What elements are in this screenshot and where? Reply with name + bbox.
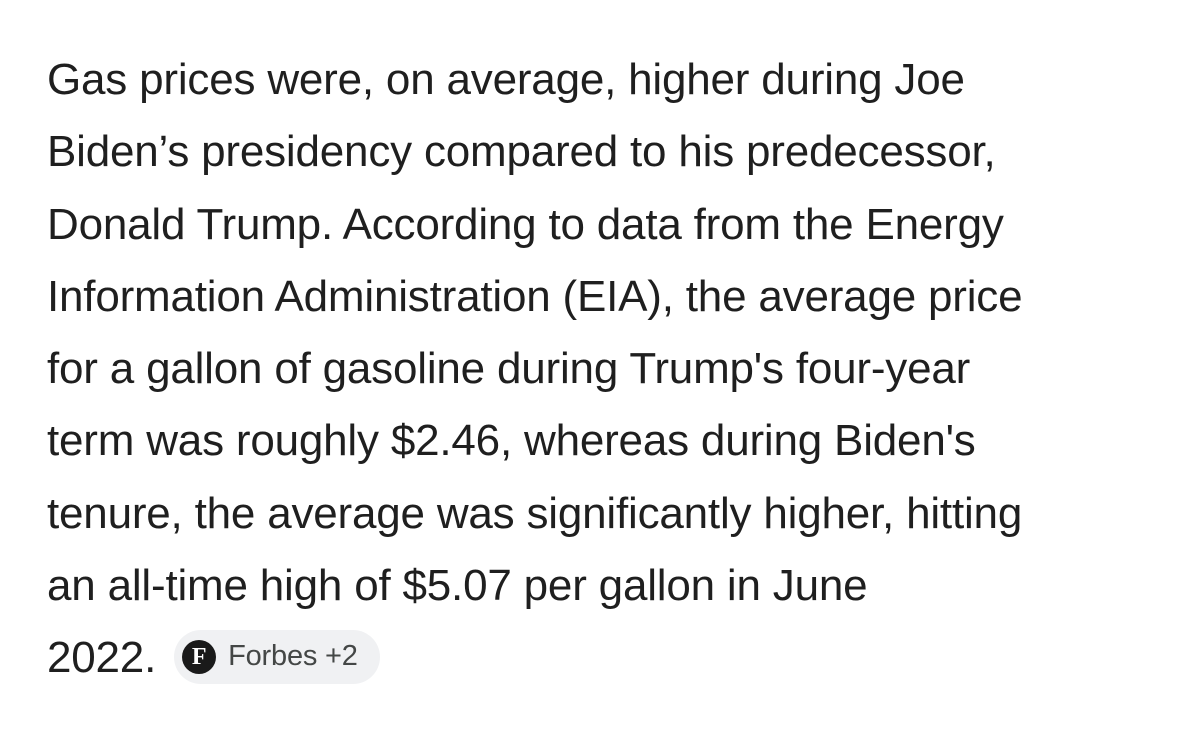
answer-line-text: 2022. [47,633,157,683]
answer-line: Biden’s presidency compared to his prede… [47,127,996,177]
answer-line: Donald Trump. According to data from the… [47,199,1004,249]
ai-answer-paragraph: Gas prices were, on average, higher duri… [47,44,1177,695]
forbes-logo-icon: F [182,639,217,674]
answer-line: term was roughly $2.46, whereas during B… [47,416,976,466]
source-chip-label: Forbes +2 [228,640,358,673]
source-chip-button[interactable]: F Forbes +2 [174,629,380,684]
answer-line: Information Administration (EIA), the av… [47,271,1023,321]
answer-line: Gas prices were, on average, higher duri… [47,55,965,104]
answer-line: an all-time high of $5.07 per gallon in … [47,561,868,611]
answer-line: tenure, the average was significantly hi… [47,488,1023,538]
answer-last-line: 2022. F Forbes +2 [47,622,1177,694]
answer-line: for a gallon of gasoline during Trump's … [47,344,971,394]
